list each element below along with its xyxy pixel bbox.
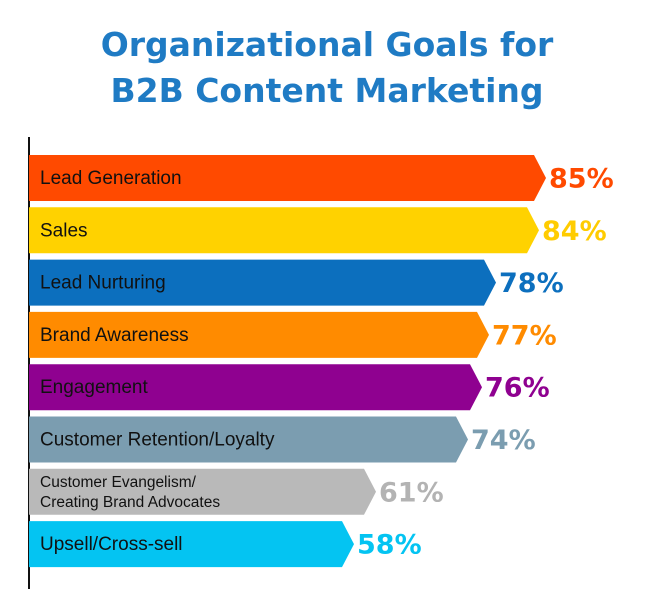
category-label-line: Upsell/Cross-sell [40, 534, 183, 555]
value-label: 77% [492, 320, 557, 351]
category-label: Lead Nurturing [40, 272, 166, 293]
category-label: Brand Awareness [40, 324, 189, 345]
category-label: Upsell/Cross-sell [40, 534, 183, 555]
category-label: Customer Evangelism/Creating Brand Advoc… [40, 473, 220, 510]
category-label: Lead Generation [40, 168, 182, 189]
category-label-line: Engagement [40, 377, 148, 398]
value-label: 78% [499, 268, 564, 299]
value-label: 84% [542, 216, 607, 247]
category-label-line: Brand Awareness [40, 324, 189, 345]
category-label-line: Customer Evangelism/ [40, 473, 197, 490]
value-label: 76% [485, 373, 550, 404]
bar [29, 259, 496, 306]
category-label: Engagement [40, 377, 148, 398]
value-label: 58% [357, 530, 422, 561]
category-label-line: Customer Retention/Loyalty [40, 429, 275, 450]
category-label-line: Creating Brand Advocates [40, 493, 220, 510]
category-label: Sales [40, 220, 88, 241]
value-label: 85% [549, 164, 614, 195]
value-label: 61% [379, 477, 444, 508]
category-label-line: Lead Generation [40, 168, 182, 189]
bar [29, 364, 482, 411]
bar [29, 521, 354, 568]
bar [29, 155, 546, 201]
bar [29, 207, 539, 254]
category-label-line: Sales [40, 220, 88, 241]
bar [29, 416, 468, 463]
category-label: Customer Retention/Loyalty [40, 429, 275, 450]
bar [29, 468, 376, 515]
chart-title-line-2: B2B Content Marketing [110, 71, 544, 110]
category-label-line: Lead Nurturing [40, 272, 166, 293]
chart-title: Organizational Goals for B2B Content Mar… [0, 22, 654, 114]
value-label: 74% [471, 425, 536, 456]
bar [29, 311, 489, 358]
chart-title-line-1: Organizational Goals for [100, 25, 554, 64]
